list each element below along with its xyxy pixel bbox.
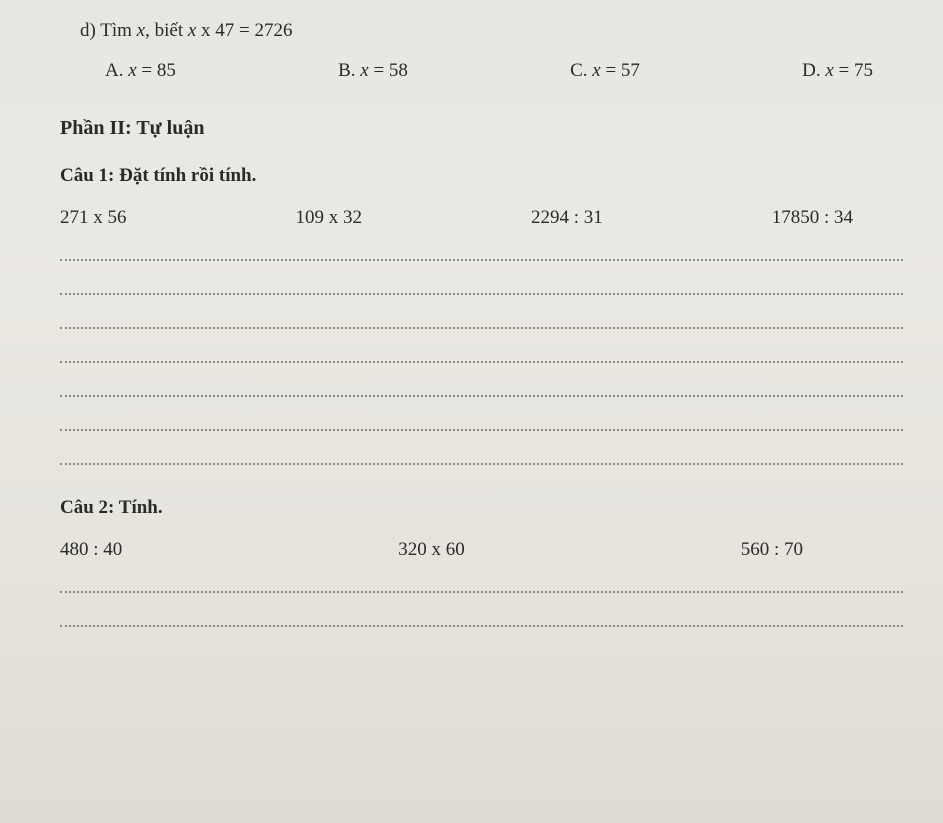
option-a-var: x: [128, 60, 136, 81]
option-d-eq: = 75: [834, 60, 873, 81]
option-a: A. x = 85: [105, 60, 176, 82]
cau1-problem-2: 109 x 32: [295, 207, 362, 229]
dotted-line: [60, 625, 903, 627]
dotted-line: [60, 259, 903, 261]
options-row: A. x = 85 B. x = 58 C. x = 57 D. x = 75: [105, 60, 873, 82]
option-d-var: x: [825, 60, 833, 81]
cau2-problems: 480 : 40 320 x 60 560 : 70: [60, 539, 903, 561]
question-d: d) Tìm x, biết x x 47 = 2726: [80, 20, 903, 42]
dotted-line: [60, 429, 903, 431]
dotted-line: [60, 361, 903, 363]
option-d-label: D.: [802, 60, 825, 81]
option-b-label: B.: [338, 60, 360, 81]
dotted-line: [60, 395, 903, 397]
option-c-var: x: [592, 60, 600, 81]
section-header: Phần II: Tự luận: [60, 117, 903, 140]
option-a-eq: = 85: [137, 60, 176, 81]
option-c-label: C.: [570, 60, 592, 81]
cau2-problem-1: 480 : 40: [60, 539, 122, 561]
option-c: C. x = 57: [570, 60, 640, 82]
option-d: D. x = 75: [802, 60, 873, 82]
cau1-answer-lines: [60, 259, 903, 465]
option-b: B. x = 58: [338, 60, 408, 82]
cau2-answer-lines: [60, 591, 903, 627]
cau1-problem-3: 2294 : 31: [531, 207, 603, 229]
cau2-section: Câu 2: Tính. 480 : 40 320 x 60 560 : 70: [60, 497, 903, 627]
question-d-text: Tìm: [100, 20, 136, 41]
dotted-line: [60, 463, 903, 465]
option-a-label: A.: [105, 60, 128, 81]
cau1-problem-4: 17850 : 34: [772, 207, 853, 229]
question-d-label: d): [80, 20, 96, 41]
dotted-line: [60, 591, 903, 593]
option-b-var: x: [360, 60, 368, 81]
cau1-problems: 271 x 56 109 x 32 2294 : 31 17850 : 34: [60, 207, 903, 229]
option-b-eq: = 58: [369, 60, 408, 81]
question-d-var: x: [137, 20, 145, 41]
question-d-middle: , biết: [145, 20, 188, 41]
cau1-problem-1: 271 x 56: [60, 207, 127, 229]
cau2-header: Câu 2: Tính.: [60, 497, 903, 519]
question-d-eq: x 47 = 2726: [196, 20, 292, 41]
cau2-problem-2: 320 x 60: [398, 539, 465, 561]
dotted-line: [60, 327, 903, 329]
cau1-header: Câu 1: Đặt tính rồi tính.: [60, 165, 903, 187]
cau2-problem-3: 560 : 70: [741, 539, 803, 561]
dotted-line: [60, 293, 903, 295]
option-c-eq: = 57: [601, 60, 640, 81]
